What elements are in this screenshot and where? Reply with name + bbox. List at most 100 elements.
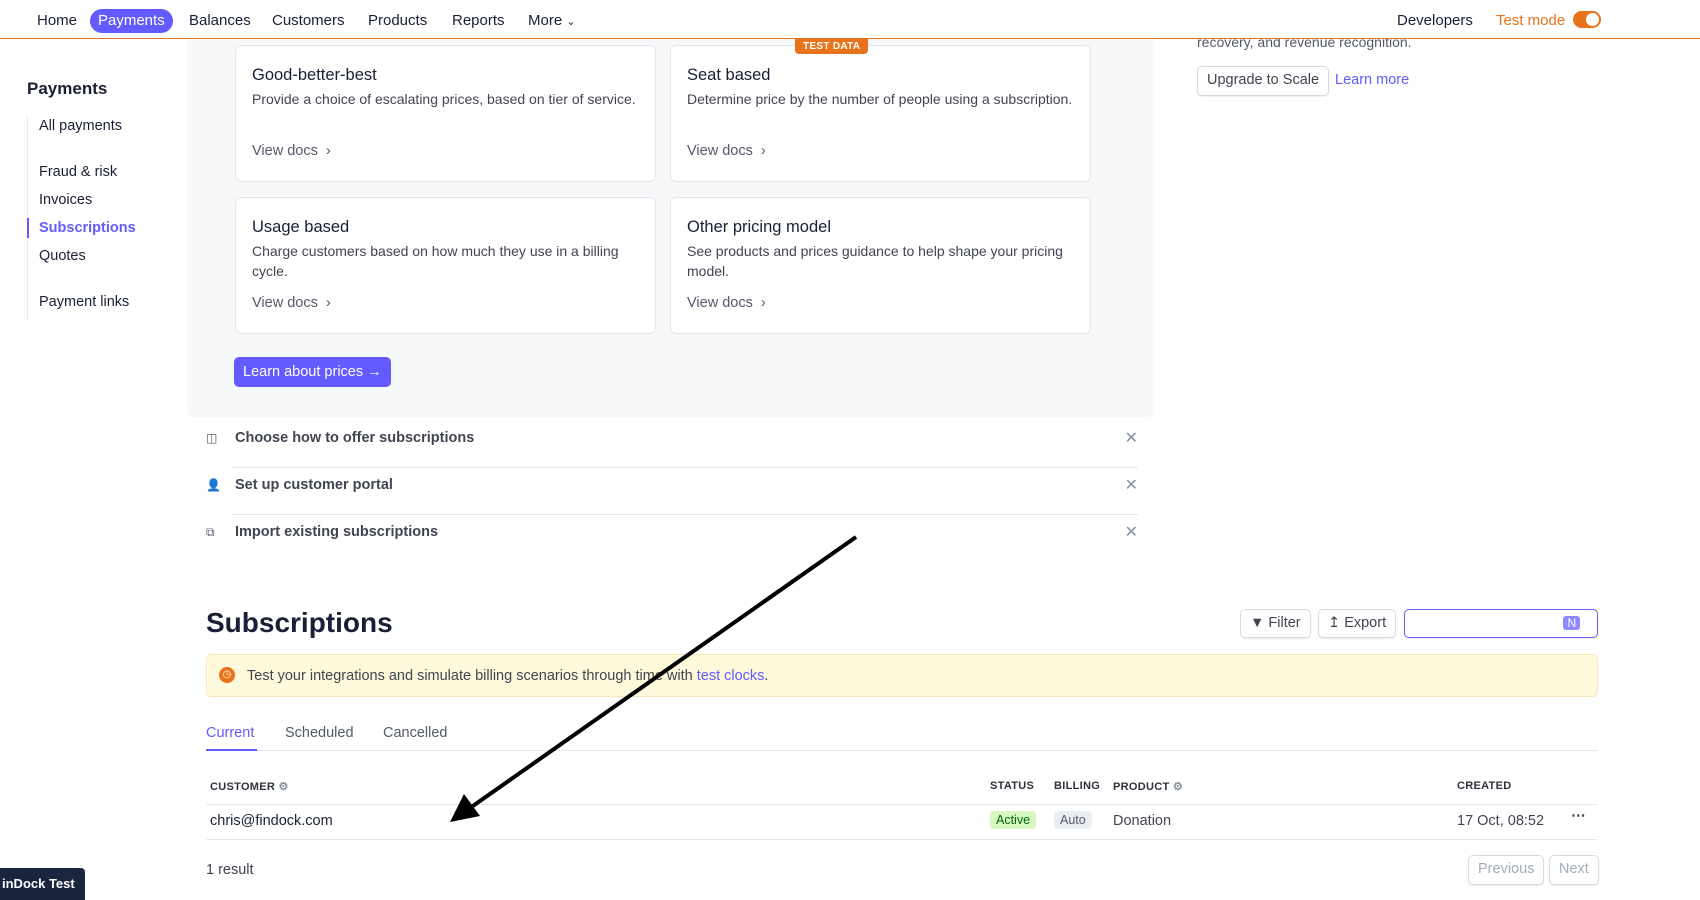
divider: [231, 467, 1138, 468]
nav-more-label: More: [528, 12, 563, 29]
upgrade-to-scale-button[interactable]: Upgrade to Scale: [1197, 66, 1330, 96]
sidebar-item-subscriptions[interactable]: Subscriptions: [39, 220, 136, 236]
nav-reports[interactable]: Reports: [452, 12, 505, 29]
view-docs-label: View docs: [687, 143, 753, 159]
create-subscription-button[interactable]: + Create subscription N: [1404, 609, 1598, 638]
person-icon: 👤: [206, 478, 221, 492]
plus-icon: +: [1414, 615, 1423, 631]
card-title: Usage based: [252, 218, 350, 236]
card-title: Other pricing model: [687, 218, 831, 236]
learn-more-link[interactable]: Learn more: [1335, 72, 1410, 88]
chevron-right-icon: ›: [325, 295, 331, 311]
test-clocks-banner: ◷ Test your integrations and simulate bi…: [206, 654, 1598, 697]
sidebar-item-payment-links[interactable]: Payment links: [39, 294, 130, 310]
view-docs-label: View docs: [687, 295, 753, 311]
card-description: See products and prices guidance to help…: [687, 243, 1063, 279]
column-product[interactable]: PRODUCT ⚙: [1113, 780, 1183, 793]
chevron-right-icon: ›: [760, 143, 766, 159]
view-docs-label: View docs: [252, 295, 318, 311]
nav-developers[interactable]: Developers: [1397, 12, 1473, 29]
nav-more[interactable]: More ⌄: [520, 9, 584, 33]
banner-message: Test your integrations and simulate bill…: [247, 668, 697, 684]
learn-about-prices-label: Learn about prices: [243, 364, 364, 380]
result-count: 1 result: [206, 862, 254, 878]
checklist-label: Choose how to offer subscriptions: [235, 430, 475, 446]
sidebar-active-indicator: [27, 218, 29, 238]
learn-about-prices-button[interactable]: Learn about prices →: [234, 357, 391, 387]
column-label: CUSTOMER: [210, 781, 276, 793]
view-docs-link[interactable]: View docs ›: [687, 143, 766, 159]
close-icon[interactable]: ✕: [1124, 524, 1138, 541]
sidebar-item-invoices[interactable]: Invoices: [39, 192, 93, 208]
view-docs-link[interactable]: View docs ›: [252, 295, 331, 311]
filter-icon: ▼: [1250, 615, 1265, 631]
sidebar-item-all-payments[interactable]: All payments: [39, 118, 123, 134]
close-icon[interactable]: ✕: [1124, 477, 1138, 494]
gear-icon[interactable]: ⚙: [278, 781, 289, 793]
card-title: Good-better-best: [252, 66, 377, 84]
test-mode-label: Test mode: [1496, 12, 1566, 29]
nav-balances[interactable]: Balances: [189, 12, 251, 29]
next-button[interactable]: Next: [1549, 855, 1599, 885]
sidebar-title: Payments: [27, 79, 108, 98]
cell-customer[interactable]: chris@findock.com: [210, 813, 333, 829]
billing-text: Auto: [1054, 811, 1092, 829]
pricing-icon: ◫: [206, 431, 218, 445]
pricing-card-good-better-best: Good-better-best Provide a choice of esc…: [235, 45, 656, 182]
nav-customers[interactable]: Customers: [272, 12, 345, 29]
pricing-card-seat-based: Seat based Determine price by the number…: [670, 45, 1091, 182]
pricing-models-panel: Good-better-best Provide a choice of esc…: [187, 39, 1153, 417]
checklist-item[interactable]: 👤 Set up customer portal ✕: [206, 465, 1138, 512]
view-docs-label: View docs: [252, 143, 318, 159]
tab-cancelled[interactable]: Cancelled: [383, 725, 448, 741]
table-row[interactable]: [206, 805, 1598, 839]
view-docs-link[interactable]: View docs ›: [252, 143, 331, 159]
tab-scheduled[interactable]: Scheduled: [285, 725, 354, 741]
column-label: PRODUCT: [1113, 781, 1170, 793]
previous-button[interactable]: Previous: [1468, 855, 1545, 885]
shortcut-key: N: [1563, 616, 1581, 630]
export-button[interactable]: ↥ Export: [1318, 609, 1397, 638]
card-description: Charge customers based on how much they …: [252, 243, 619, 279]
billing-badge: Auto: [1054, 811, 1092, 829]
sidebar-item-quotes[interactable]: Quotes: [39, 248, 86, 264]
card-description: Provide a choice of escalating prices, b…: [252, 91, 636, 107]
filter-label: Filter: [1268, 615, 1301, 631]
nav-payments[interactable]: Payments: [90, 9, 173, 33]
chevron-down-icon: ⌄: [566, 16, 576, 28]
clock-icon: ◷: [219, 667, 235, 683]
close-icon[interactable]: ✕: [1124, 430, 1138, 447]
filter-button[interactable]: ▼ Filter: [1240, 609, 1311, 638]
test-clocks-link[interactable]: test clocks: [696, 668, 765, 684]
checklist-label: Set up customer portal: [235, 477, 393, 493]
status-text: Active: [990, 811, 1037, 829]
create-subscription-label: Create subscription: [1430, 615, 1556, 631]
org-badge[interactable]: inDock Test: [0, 868, 85, 900]
pricing-card-usage-based: Usage based Charge customers based on ho…: [235, 197, 656, 334]
checklist-item[interactable]: ◫ Choose how to offer subscriptions ✕: [206, 418, 1138, 465]
cell-product: Donation: [1113, 813, 1172, 829]
checklist-item[interactable]: ⧉ Import existing subscriptions ✕: [206, 512, 1138, 559]
nav-home[interactable]: Home: [37, 12, 78, 29]
sidebar-item-fraud-risk[interactable]: Fraud & risk: [39, 164, 118, 180]
export-label: Export: [1344, 615, 1387, 631]
tab-current[interactable]: Current: [206, 725, 255, 741]
nav-products[interactable]: Products: [368, 12, 428, 29]
test-mode-toggle[interactable]: [1573, 11, 1601, 28]
view-docs-link[interactable]: View docs ›: [687, 295, 766, 311]
import-icon: ⧉: [206, 525, 215, 539]
banner-text: Test your integrations and simulate bill…: [247, 668, 768, 684]
gear-icon[interactable]: ⚙: [1172, 781, 1184, 793]
more-actions-icon[interactable]: ⋯: [1571, 808, 1586, 824]
checklist-label: Import existing subscriptions: [235, 524, 439, 540]
cell-created: 17 Oct, 08:52: [1457, 813, 1545, 829]
column-customer[interactable]: CUSTOMER ⚙: [210, 780, 289, 793]
page-title: Subscriptions: [206, 607, 393, 638]
status-badge: Active: [990, 811, 1037, 829]
divider: [206, 804, 1598, 805]
test-data-badge: TEST DATA: [795, 39, 869, 54]
banner-end: .: [764, 668, 769, 684]
top-nav: Home Payments Balances Customers Product…: [0, 0, 1700, 39]
card-title: Seat based: [687, 66, 771, 84]
column-billing: BILLING: [1054, 780, 1101, 792]
